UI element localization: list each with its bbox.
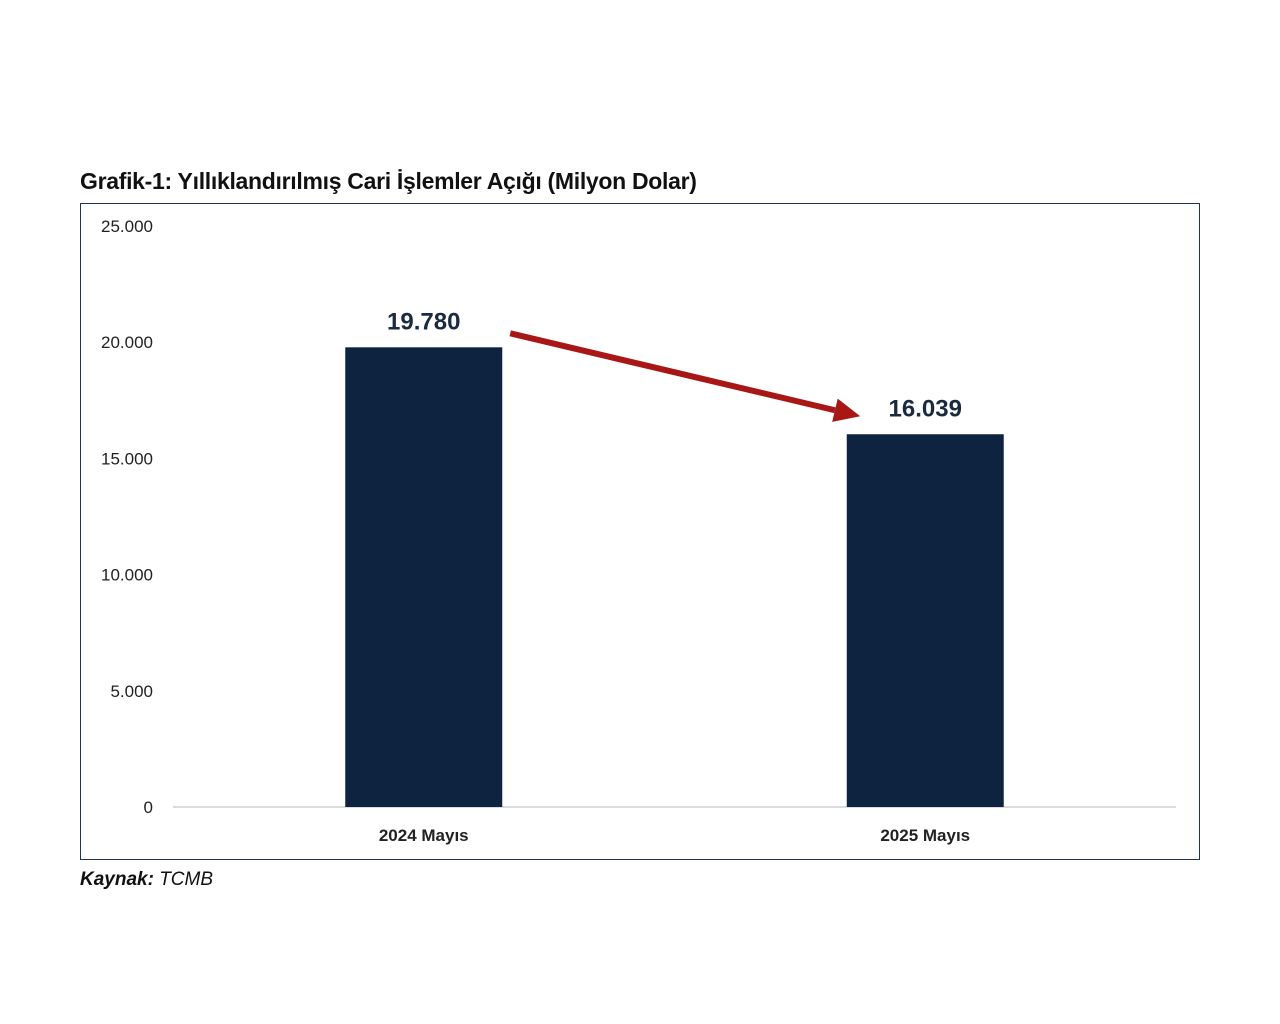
bar — [846, 434, 1004, 807]
trend-arrow-shaft — [509, 330, 836, 414]
bar — [345, 347, 503, 807]
y-tick-label: 5.000 — [110, 682, 153, 701]
data-label: 16.039 — [889, 395, 962, 422]
source-value: TCMB — [159, 869, 214, 890]
y-tick-label: 15.000 — [101, 449, 153, 468]
chart-title: Grafik-1: Yıllıklandırılmış Cari İşlemle… — [80, 168, 697, 194]
trend-arrow-head — [832, 398, 861, 422]
y-tick-label: 25.000 — [101, 217, 153, 236]
source-label: Kaynak: — [80, 869, 154, 890]
y-tick-label: 20.000 — [101, 333, 153, 352]
data-label: 19.780 — [387, 308, 460, 335]
chart-frame — [80, 203, 1200, 860]
x-tick-label: 2024 Mayıs — [379, 826, 469, 845]
x-tick-label: 2025 Mayıs — [880, 826, 970, 845]
y-tick-label: 10.000 — [101, 566, 153, 585]
y-tick-label: 0 — [144, 798, 153, 817]
source-note: Kaynak: TCMB — [80, 869, 213, 891]
